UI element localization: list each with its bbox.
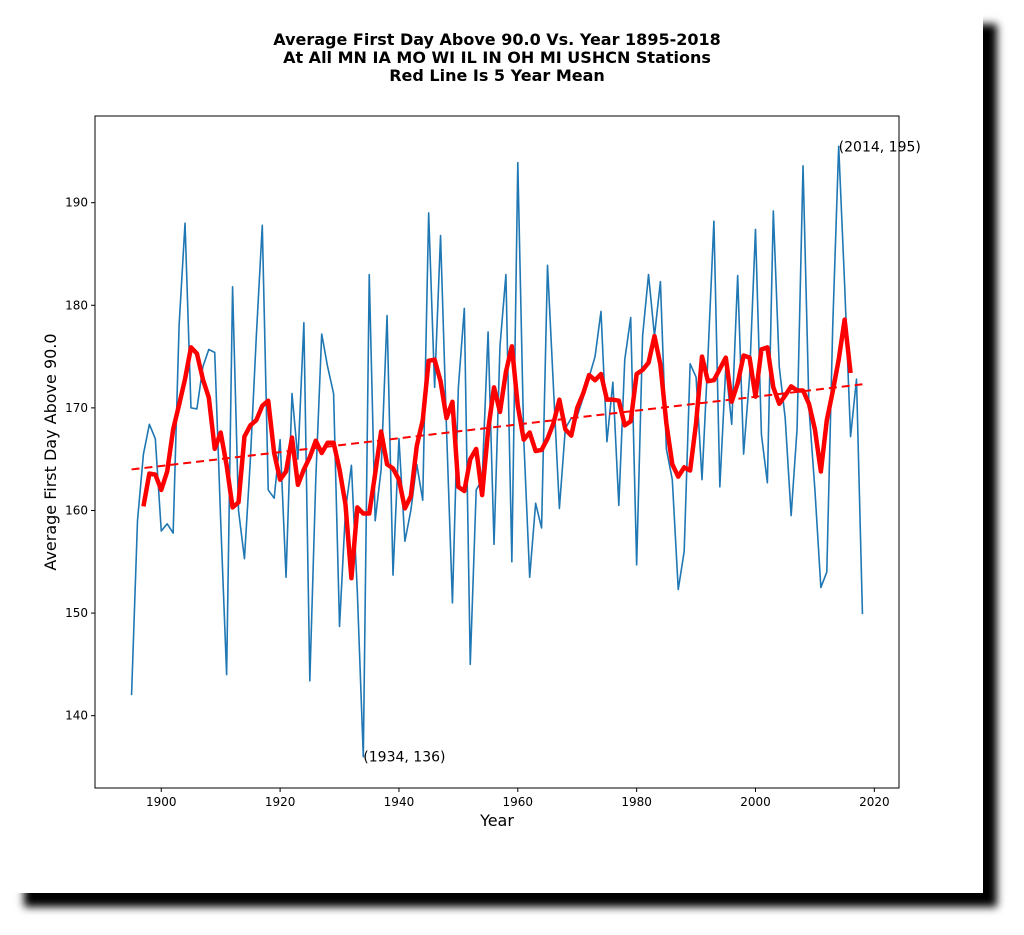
chart-title-line: At All MN IA MO WI IL IN OH MI USHCN Sta…	[283, 48, 711, 67]
x-tick-label: 2000	[740, 795, 771, 809]
y-tick-label: 160	[65, 503, 88, 517]
x-tick-label: 1980	[621, 795, 652, 809]
y-tick-label: 140	[65, 709, 88, 723]
x-tick-label: 1960	[503, 795, 534, 809]
x-tick-label: 1920	[265, 795, 296, 809]
chart-title-line: Average First Day Above 90.0 Vs. Year 18…	[273, 30, 721, 49]
y-tick-label: 190	[65, 196, 88, 210]
y-tick-label: 150	[65, 606, 88, 620]
y-tick-label: 170	[65, 401, 88, 415]
annotation: (1934, 136)	[363, 750, 445, 766]
x-tick-label: 2020	[859, 795, 890, 809]
y-axis-label: Average First Day Above 90.0	[41, 333, 60, 570]
y-tick-label: 180	[65, 298, 88, 312]
annotation: (2014, 195)	[839, 139, 921, 155]
chart-title-line: Red Line Is 5 Year Mean	[389, 66, 605, 85]
plot-frame	[94, 115, 900, 789]
x-axis-label: Year	[479, 811, 514, 830]
x-tick-label: 1940	[384, 795, 415, 809]
trend-line	[131, 383, 863, 471]
x-tick-label: 1900	[146, 795, 177, 809]
